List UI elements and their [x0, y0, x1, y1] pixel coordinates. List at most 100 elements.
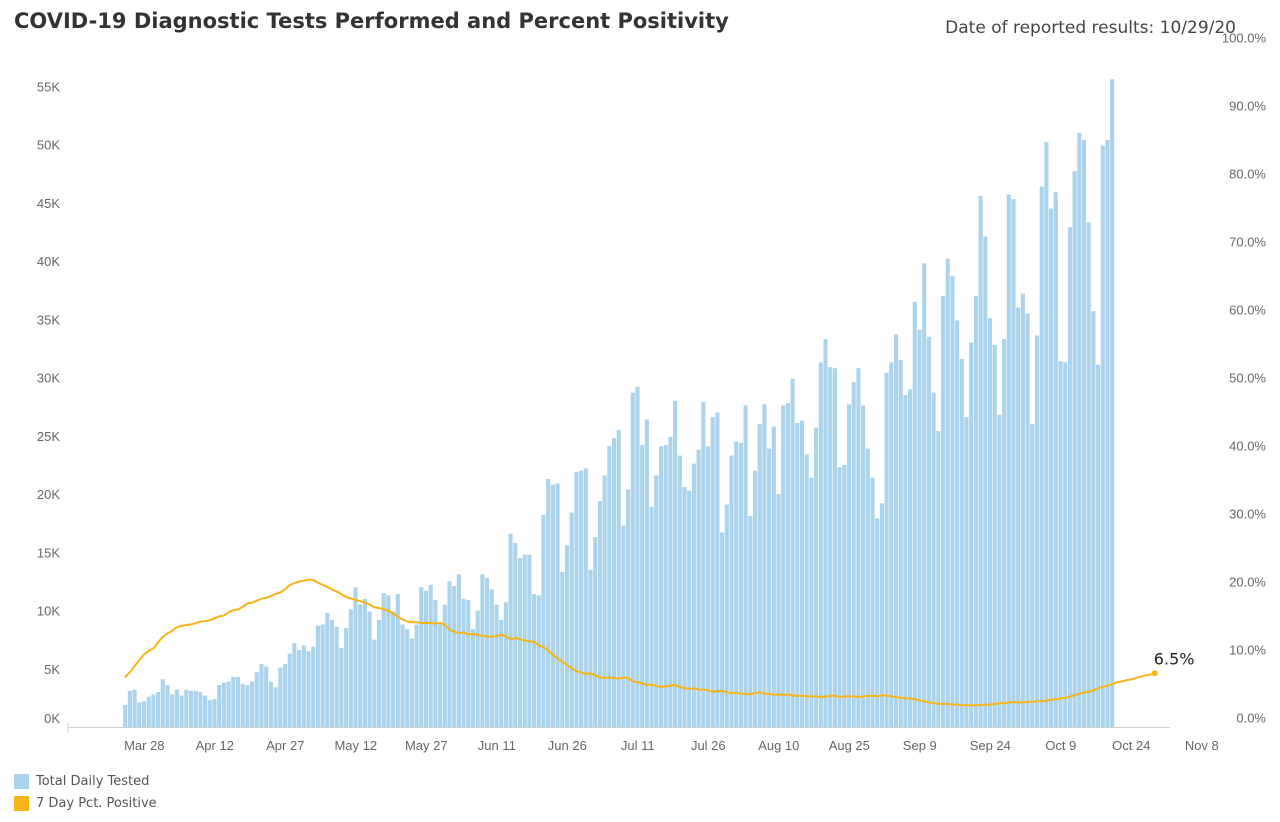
x-tick-label: Nov 8: [1185, 738, 1219, 753]
bar-total-daily-tested: [452, 586, 457, 727]
bar-total-daily-tested: [701, 401, 706, 727]
bar-total-daily-tested: [362, 598, 367, 727]
bar-total-daily-tested: [879, 503, 884, 727]
bar-total-daily-tested: [184, 689, 189, 727]
bar-total-daily-tested: [217, 685, 222, 727]
bar-total-daily-tested: [405, 629, 410, 727]
bar-total-daily-tested: [884, 372, 889, 727]
bar-total-daily-tested: [555, 483, 560, 727]
bar-total-daily-tested: [517, 558, 523, 727]
bar-total-daily-tested: [748, 516, 753, 727]
bar-total-daily-tested: [273, 687, 278, 727]
bar-total-daily-tested: [259, 664, 264, 727]
report-date-label: Date of reported results: 10/29/20: [945, 18, 1236, 38]
bar-total-daily-tested: [466, 600, 471, 727]
bar-total-daily-tested: [1110, 79, 1115, 727]
bar-total-daily-tested: [146, 696, 151, 727]
bar-total-daily-tested: [123, 704, 128, 727]
bar-total-daily-tested: [687, 490, 692, 727]
bar-total-daily-tested: [456, 574, 461, 727]
x-tick-label: May 27: [405, 738, 448, 753]
bar-total-daily-tested: [391, 611, 396, 727]
bar-total-daily-tested: [278, 667, 283, 727]
bar-total-daily-tested: [480, 574, 485, 727]
bar-total-daily-tested: [973, 295, 978, 727]
bar-total-daily-tested: [1091, 311, 1096, 727]
bar-total-daily-tested: [987, 318, 993, 727]
bar-total-daily-tested: [762, 404, 767, 727]
bar-total-daily-tested: [127, 690, 132, 727]
bar-total-daily-tested: [132, 689, 137, 727]
line-end-value-label: 6.5%: [1154, 649, 1195, 668]
bar-total-daily-tested: [912, 301, 917, 727]
x-tick-label: Apr 12: [196, 738, 234, 753]
bar-total-daily-tested: [720, 532, 725, 727]
y-left-tick-label: 45K: [37, 196, 60, 211]
bar-total-daily-tested: [254, 672, 259, 727]
bar-total-daily-tested: [677, 455, 682, 727]
bar-total-daily-tested: [1002, 339, 1007, 727]
bar-total-daily-tested: [922, 263, 927, 727]
bar-total-daily-tested: [1039, 186, 1044, 727]
bar-total-daily-tested: [842, 464, 847, 728]
bar-total-daily-tested: [433, 600, 438, 727]
line-7-day-pct-positive: [124, 578, 1156, 707]
bar-total-daily-tested: [616, 429, 621, 727]
bar-total-daily-tested: [705, 446, 711, 727]
x-tick-label: Aug 25: [829, 738, 870, 753]
bar-total-daily-tested: [560, 572, 565, 727]
bar-total-daily-tested: [1006, 194, 1011, 728]
x-tick-label: Oct 9: [1045, 738, 1076, 753]
bar-total-daily-tested: [414, 624, 419, 727]
bar-total-daily-tested: [207, 700, 212, 727]
bar-total-daily-tested: [917, 329, 922, 727]
bar-total-daily-tested: [485, 577, 490, 727]
bar-total-daily-tested: [1030, 424, 1035, 727]
bar-total-daily-tested: [165, 685, 170, 727]
bar-total-daily-tested: [799, 420, 805, 727]
bar-total-daily-tested: [325, 612, 330, 727]
legend-label-positive: 7 Day Pct. Positive: [36, 795, 157, 811]
y-right-tick-label: 80.0%: [1229, 167, 1266, 182]
y-left-tick-label: 15K: [37, 545, 60, 560]
bar-total-daily-tested: [475, 610, 480, 727]
bar-total-daily-tested: [156, 692, 161, 727]
bar-total-daily-tested: [339, 647, 344, 727]
bar-total-daily-tested: [231, 676, 236, 727]
bar-total-daily-tested: [137, 702, 142, 727]
bar-total-daily-tested: [334, 626, 339, 727]
y-right-tick-label: 50.0%: [1229, 371, 1266, 386]
bar-total-daily-tested: [1072, 171, 1077, 728]
y-right-tick-label: 10.0%: [1229, 643, 1266, 658]
y-right-tick-label: 90.0%: [1229, 99, 1266, 114]
bar-total-daily-tested: [870, 477, 875, 727]
bar-total-daily-tested: [1034, 335, 1040, 727]
bar-total-daily-tested: [423, 590, 429, 727]
bar-total-daily-tested: [781, 405, 786, 727]
bar-total-daily-tested: [1081, 139, 1087, 728]
bar-total-daily-tested: [644, 419, 649, 727]
bar-total-daily-tested: [442, 604, 447, 727]
bar-total-daily-tested: [574, 471, 579, 727]
bar-total-daily-tested: [240, 683, 245, 727]
legend-item-total-daily-tested[interactable]: Total Daily Tested: [14, 770, 157, 792]
bar-total-daily-tested: [1096, 364, 1101, 727]
legend-item-pct-positive[interactable]: 7 Day Pct. Positive: [14, 792, 157, 814]
bar-total-daily-tested: [494, 604, 499, 727]
bar-total-daily-tested: [936, 431, 941, 727]
bar-total-daily-tested: [818, 362, 823, 727]
bar-total-daily-tested: [250, 681, 255, 727]
bar-total-daily-tested: [532, 594, 537, 727]
bar-total-daily-tested: [804, 454, 809, 727]
bar-total-daily-tested: [461, 598, 466, 727]
bar-total-daily-tested: [828, 367, 833, 727]
bar-total-daily-tested: [621, 525, 626, 727]
bar-total-daily-tested: [710, 417, 715, 727]
bar-total-daily-tested: [846, 404, 852, 727]
bar-total-daily-tested: [950, 276, 955, 727]
bar-total-daily-tested: [724, 504, 729, 727]
bar-total-daily-tested: [865, 448, 870, 727]
bar-total-daily-tested: [367, 611, 372, 727]
bar-total-daily-tested: [170, 694, 175, 727]
bar-total-daily-tested: [795, 422, 800, 727]
